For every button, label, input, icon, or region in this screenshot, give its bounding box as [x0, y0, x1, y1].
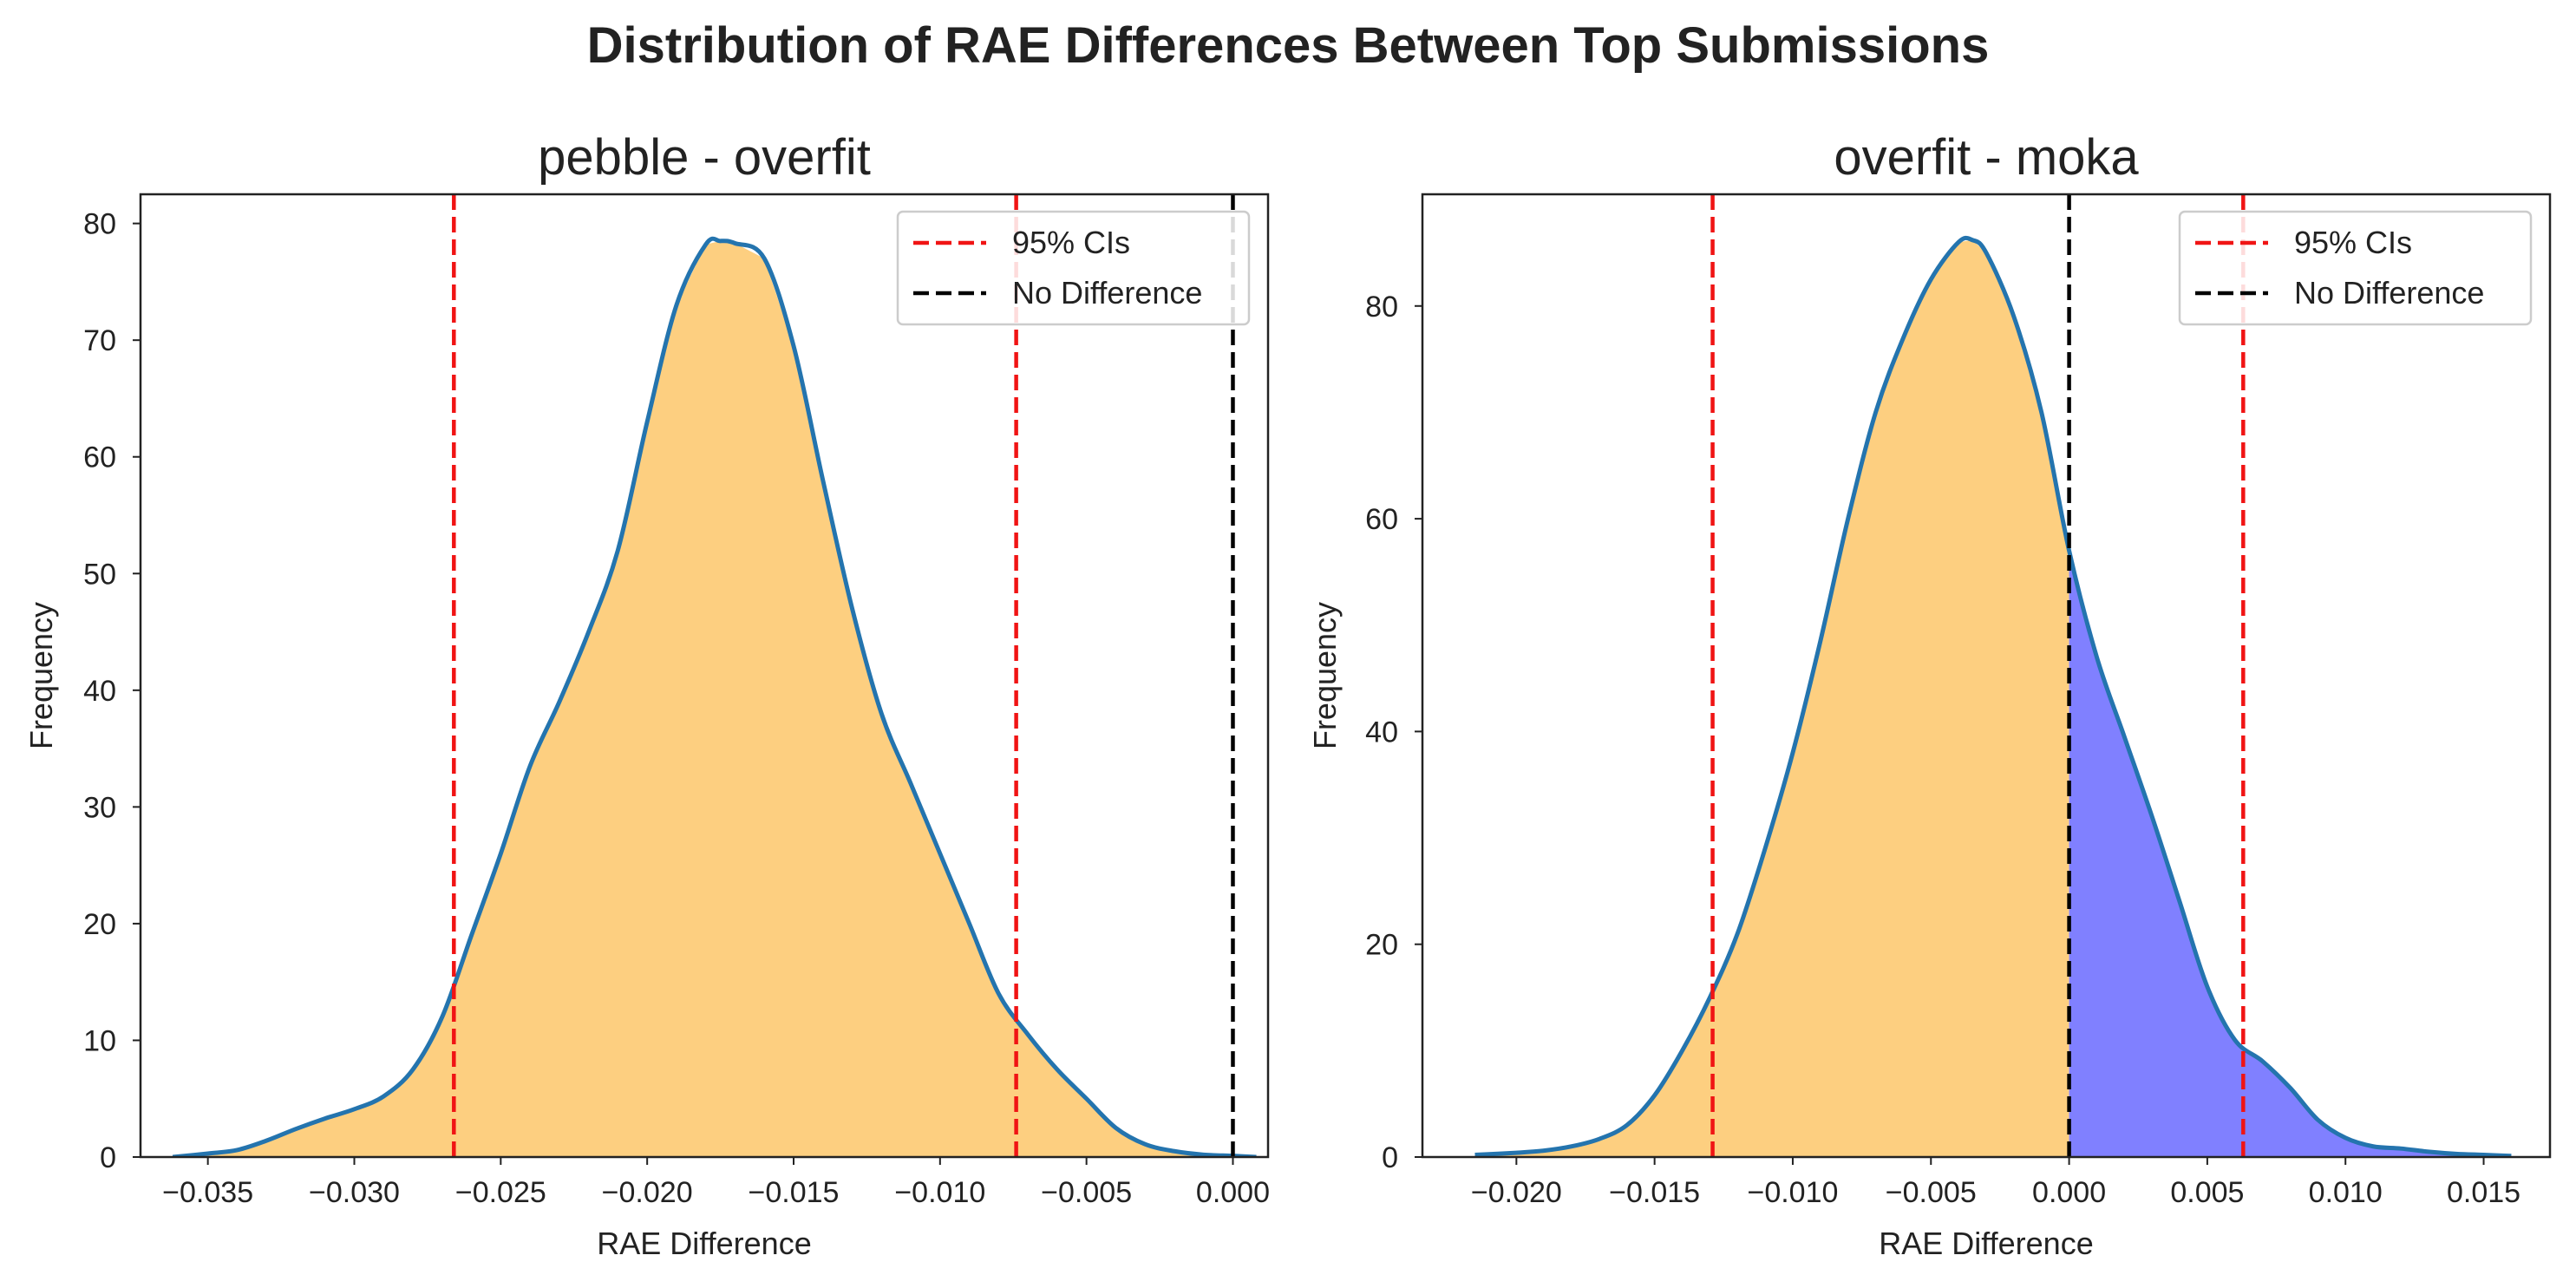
x-tick-label: −0.005	[1041, 1176, 1132, 1209]
chart-panel-pebble-overfit: −0.035 −0.030 −0.025 −0.020 −0.015 −0.010 −0.0…	[23, 129, 1270, 1261]
y-tick-label: 10	[83, 1024, 116, 1057]
x-tick-label: −0.020	[1471, 1176, 1562, 1209]
y-tick-label: 20	[83, 908, 116, 941]
figure-title: Distribution of RAE Differences Between …	[587, 17, 1990, 74]
legend-label: No Difference	[2294, 275, 2484, 311]
x-tick-label: −0.020	[602, 1176, 693, 1209]
x-tick-label: −0.025	[455, 1176, 546, 1209]
y-tick-label: 80	[1365, 291, 1398, 324]
y-axis-label: Frequency	[1307, 602, 1343, 749]
axes-frame	[1421, 193, 2552, 1159]
y-tick-label: 0	[1382, 1141, 1398, 1174]
y-tick-label: 50	[83, 558, 116, 591]
x-tick-label: −0.010	[894, 1176, 985, 1209]
y-tick-label: 60	[1365, 503, 1398, 536]
x-tick-label: −0.010	[1747, 1176, 1838, 1209]
y-tick-label: 40	[1365, 716, 1398, 749]
y-tick-label: 60	[83, 441, 116, 474]
density-line	[172, 236, 1257, 1157]
x-tick-label: 0.000	[2032, 1176, 2106, 1209]
axes-frame	[139, 193, 1270, 1159]
plot-area	[1474, 194, 2512, 1157]
legend: 95% CIs No Difference	[896, 210, 1251, 326]
x-tick-label: −0.015	[1609, 1176, 1700, 1209]
y-tick-label: 70	[83, 324, 116, 357]
x-tick-label: −0.015	[749, 1176, 840, 1209]
subplot-title: pebble - overfit	[538, 129, 871, 186]
y-tick-label: 20	[1365, 929, 1398, 962]
chart-panel-overfit-moka: −0.020 −0.015 −0.010 −0.005 0.000 0.005 0.010 0…	[1307, 129, 2552, 1261]
x-tick-label: 0.005	[2170, 1176, 2244, 1209]
y-tick-label: 30	[83, 791, 116, 824]
legend-box	[896, 210, 1251, 326]
x-tick-label: 0.010	[2309, 1176, 2383, 1209]
x-tick-label: −0.035	[162, 1176, 253, 1209]
x-tick-label: 0.015	[2447, 1176, 2520, 1209]
x-axis-label: RAE Difference	[1879, 1226, 2093, 1261]
legend-box	[2178, 210, 2533, 326]
legend: 95% CIs No Difference	[2178, 210, 2533, 326]
x-tick-label: −0.030	[309, 1176, 400, 1209]
y-tick-label: 40	[83, 675, 116, 708]
y-axis-label: Frequency	[23, 602, 59, 749]
density-line	[1474, 235, 2512, 1157]
x-tick-label: −0.005	[1886, 1176, 1977, 1209]
y-tick-label: 80	[83, 208, 116, 241]
y-tick-label: 0	[100, 1141, 116, 1174]
density-fill	[173, 240, 1257, 1157]
x-axis-label: RAE Difference	[597, 1226, 811, 1261]
subplot-title: overfit - moka	[1834, 129, 2139, 186]
x-tick-label: 0.000	[1196, 1176, 1270, 1209]
density-fill-below-zero	[1474, 239, 2069, 1157]
plot-area	[172, 194, 1257, 1157]
density-fill-above-zero	[2069, 550, 2512, 1157]
legend-label: 95% CIs	[1012, 225, 1130, 260]
legend-label: No Difference	[1012, 275, 1202, 311]
legend-label: 95% CIs	[2294, 225, 2412, 260]
